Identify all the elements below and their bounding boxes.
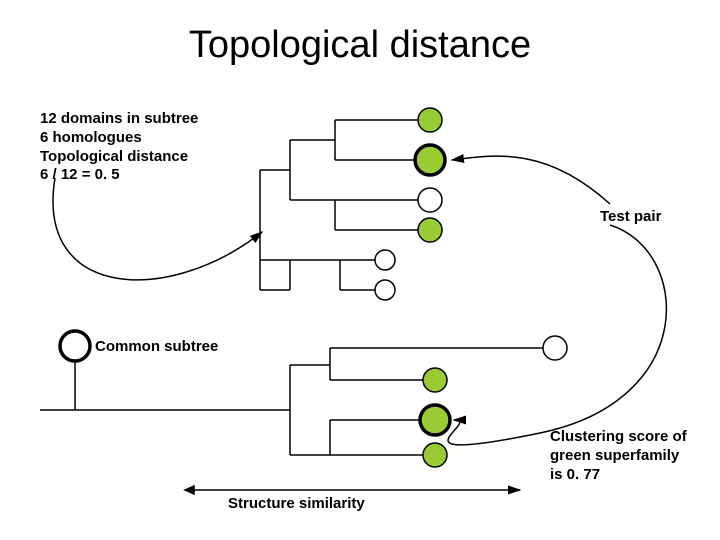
tree-diagram — [0, 0, 720, 540]
tree-node-green — [423, 443, 447, 467]
tree-node-white — [543, 336, 567, 360]
pointer-arrow-subtree — [53, 178, 262, 280]
tree-node-green — [423, 368, 447, 392]
test-pair-node-bottom — [420, 405, 450, 435]
common-subtree-node — [60, 331, 90, 361]
tree-node-white — [418, 188, 442, 212]
tree-node-white — [375, 280, 395, 300]
tree-node-white — [375, 250, 395, 270]
pointer-arrow-testpair-bottom — [448, 225, 666, 445]
pointer-arrow-testpair-top — [452, 156, 610, 204]
tree-node-green — [418, 108, 442, 132]
test-pair-node-top — [415, 145, 445, 175]
tree-node-green — [418, 218, 442, 242]
